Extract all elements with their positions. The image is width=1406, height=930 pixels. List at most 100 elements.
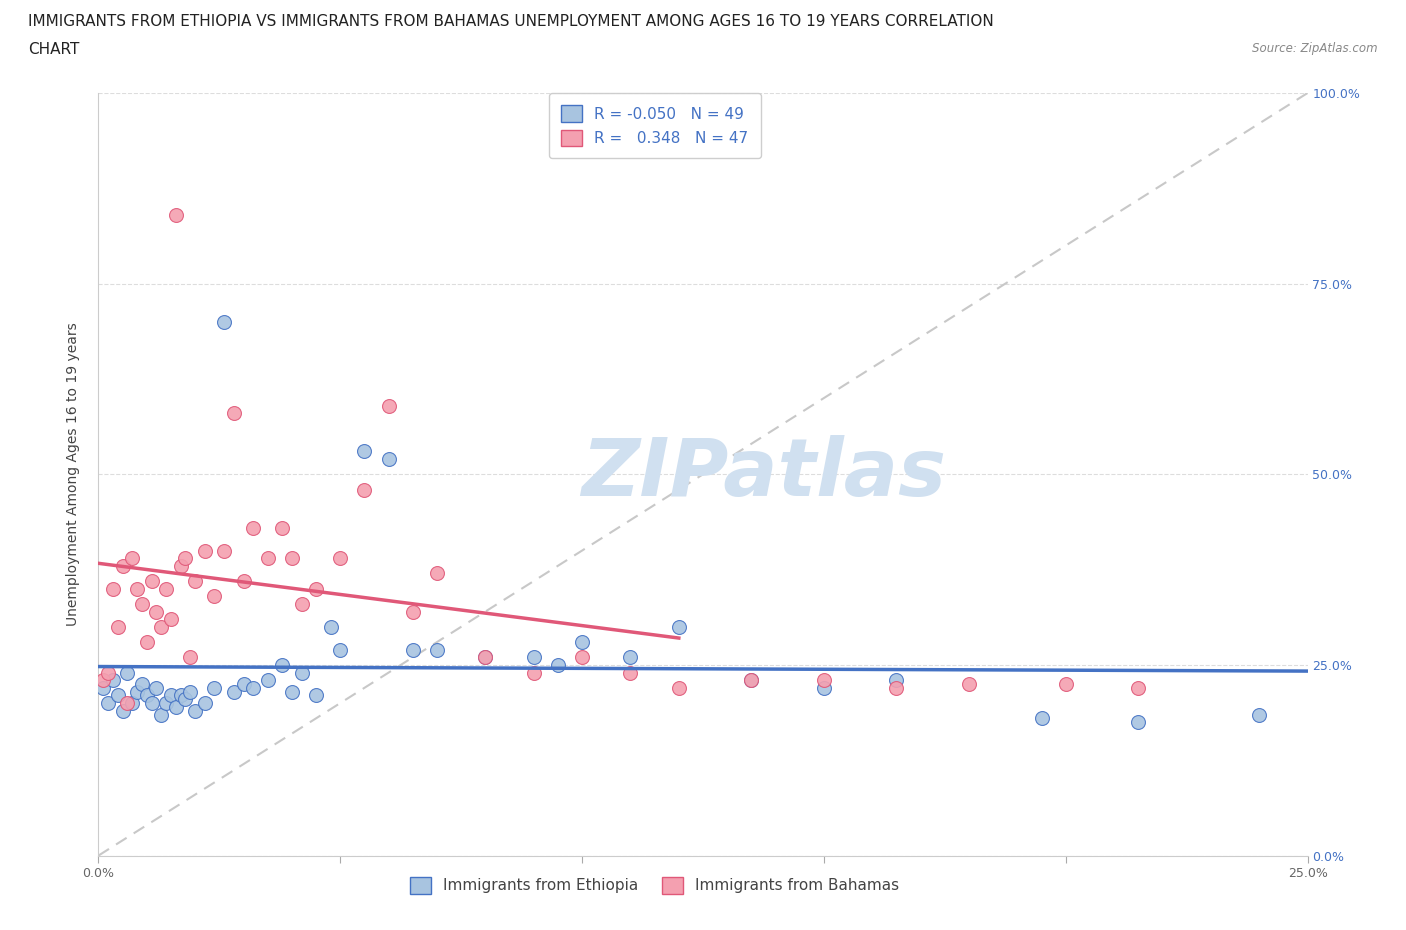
Point [101, 672, 124, 687]
Point [1249, 707, 1271, 722]
Point [160, 688, 183, 703]
Text: CHART: CHART [28, 42, 80, 57]
Text: Source: ZipAtlas.com: Source: ZipAtlas.com [1253, 42, 1378, 55]
Point [155, 696, 177, 711]
Point [402, 643, 425, 658]
Point [290, 665, 312, 680]
Point [222, 684, 245, 699]
Legend: Immigrants from Ethiopia, Immigrants from Bahamas: Immigrants from Ethiopia, Immigrants fro… [402, 870, 907, 901]
Text: IMMIGRANTS FROM ETHIOPIA VS IMMIGRANTS FROM BAHAMAS UNEMPLOYMENT AMONG AGES 16 T: IMMIGRANTS FROM ETHIOPIA VS IMMIGRANTS F… [28, 14, 994, 29]
Point [619, 650, 641, 665]
Point [121, 551, 143, 565]
Y-axis label: Unemployment Among Ages 16 to 19 years: Unemployment Among Ages 16 to 19 years [66, 323, 80, 626]
Point [281, 551, 304, 565]
Point [160, 612, 183, 627]
Point [474, 650, 496, 665]
Point [571, 650, 593, 665]
Point [169, 558, 191, 573]
Point [619, 665, 641, 680]
Point [141, 574, 163, 589]
Point [377, 398, 399, 413]
Point [957, 677, 980, 692]
Point [141, 696, 163, 711]
Point [740, 672, 762, 687]
Text: ZIPatlas: ZIPatlas [581, 435, 946, 513]
Point [329, 643, 352, 658]
Point [281, 684, 304, 699]
Point [547, 658, 569, 672]
Point [184, 574, 207, 589]
Point [329, 551, 352, 565]
Point [107, 688, 129, 703]
Point [1128, 681, 1150, 696]
Point [353, 444, 375, 458]
Point [169, 688, 191, 703]
Point [127, 684, 149, 699]
Point [242, 681, 264, 696]
Point [165, 699, 187, 714]
Point [101, 581, 124, 596]
Point [111, 558, 134, 573]
Point [97, 696, 120, 711]
Point [194, 543, 217, 558]
Point [305, 581, 328, 596]
Point [256, 672, 278, 687]
Point [886, 672, 908, 687]
Point [131, 677, 153, 692]
Point [256, 551, 278, 565]
Point [179, 684, 201, 699]
Point [474, 650, 496, 665]
Point [135, 634, 157, 649]
Point [668, 681, 690, 696]
Point [740, 672, 762, 687]
Point [523, 650, 546, 665]
Point [212, 543, 235, 558]
Point [886, 681, 908, 696]
Point [571, 634, 593, 649]
Point [150, 707, 173, 722]
Point [145, 681, 167, 696]
Point [212, 314, 235, 329]
Point [232, 677, 254, 692]
Point [1031, 711, 1053, 725]
Point [165, 207, 187, 222]
Point [668, 619, 690, 634]
Point [353, 482, 375, 497]
Point [426, 643, 449, 658]
Point [222, 405, 245, 420]
Point [1054, 677, 1077, 692]
Point [184, 703, 207, 718]
Point [402, 604, 425, 619]
Point [135, 688, 157, 703]
Point [174, 692, 197, 707]
Point [145, 604, 167, 619]
Point [813, 672, 835, 687]
Point [1128, 715, 1150, 730]
Point [174, 551, 197, 565]
Point [117, 665, 139, 680]
Point [523, 665, 546, 680]
Point [426, 566, 449, 581]
Point [813, 681, 835, 696]
Point [111, 703, 134, 718]
Point [232, 574, 254, 589]
Point [290, 596, 312, 611]
Point [377, 452, 399, 467]
Point [127, 581, 149, 596]
Point [271, 520, 294, 535]
Point [319, 619, 342, 634]
Point [150, 619, 173, 634]
Point [305, 688, 328, 703]
Point [242, 520, 264, 535]
Point [131, 596, 153, 611]
Point [121, 696, 143, 711]
Point [97, 665, 120, 680]
Point [204, 589, 226, 604]
Point [271, 658, 294, 672]
Point [179, 650, 201, 665]
Point [155, 581, 177, 596]
Point [91, 681, 114, 696]
Point [117, 696, 139, 711]
Point [204, 681, 226, 696]
Point [194, 696, 217, 711]
